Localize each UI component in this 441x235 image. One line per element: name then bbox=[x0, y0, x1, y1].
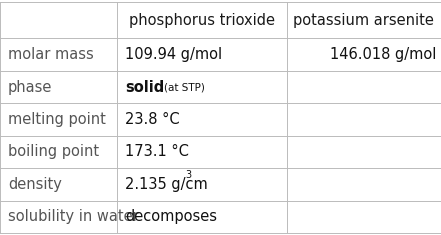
Text: 173.1 °C: 173.1 °C bbox=[125, 145, 189, 159]
Text: phosphorus trioxide: phosphorus trioxide bbox=[129, 13, 275, 28]
Text: solubility in water: solubility in water bbox=[8, 209, 138, 224]
Text: potassium arsenite: potassium arsenite bbox=[293, 13, 434, 28]
Text: 146.018 g/mol: 146.018 g/mol bbox=[330, 47, 437, 62]
Text: phase: phase bbox=[8, 80, 52, 94]
Text: 109.94 g/mol: 109.94 g/mol bbox=[125, 47, 222, 62]
Text: decomposes: decomposes bbox=[125, 209, 217, 224]
Text: 3: 3 bbox=[186, 170, 192, 180]
Text: melting point: melting point bbox=[8, 112, 106, 127]
Text: 23.8 °C: 23.8 °C bbox=[125, 112, 179, 127]
Text: boiling point: boiling point bbox=[8, 145, 99, 159]
Text: 2.135 g/cm: 2.135 g/cm bbox=[125, 177, 208, 192]
Text: (at STP): (at STP) bbox=[164, 82, 206, 92]
Text: density: density bbox=[8, 177, 62, 192]
Text: solid: solid bbox=[125, 80, 164, 94]
Text: molar mass: molar mass bbox=[8, 47, 93, 62]
